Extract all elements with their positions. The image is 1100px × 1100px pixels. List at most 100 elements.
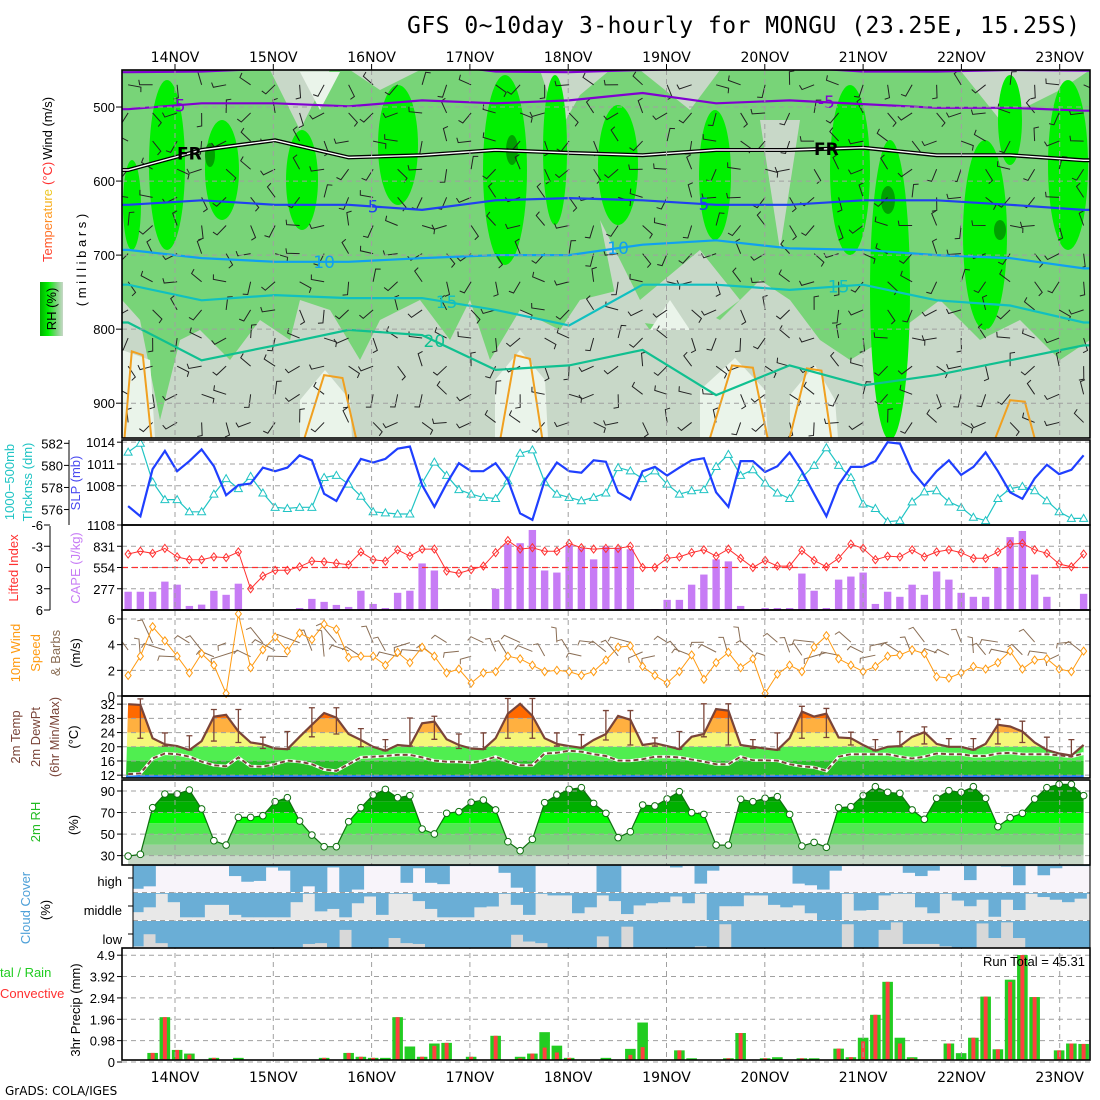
wind-barb bbox=[603, 79, 619, 86]
wind-barb bbox=[362, 225, 374, 238]
cloud-bar-low bbox=[804, 921, 818, 948]
wind-barb bbox=[637, 97, 644, 114]
cloud-bar-middle bbox=[351, 893, 365, 904]
wind-barb bbox=[631, 381, 643, 395]
precip-convective-bar bbox=[836, 1048, 841, 1060]
thickness-point bbox=[552, 489, 562, 498]
rh-point bbox=[969, 782, 978, 791]
wind-barb-10m bbox=[195, 650, 215, 658]
wind-barb bbox=[554, 223, 570, 229]
cloud-bar-middle bbox=[327, 893, 340, 909]
wind-barb bbox=[359, 245, 374, 255]
wind-speed-point bbox=[504, 651, 512, 662]
precip-convective-bar bbox=[971, 1037, 976, 1060]
lifted-index-point bbox=[884, 551, 892, 562]
cloud-bar-middle bbox=[204, 893, 218, 905]
wind-barb bbox=[715, 212, 725, 226]
wind-barb-10m bbox=[859, 654, 876, 664]
wind-barb bbox=[1048, 112, 1060, 126]
thickness-point bbox=[944, 496, 954, 506]
precip-convective-bar bbox=[738, 1033, 743, 1060]
cape-bar bbox=[859, 572, 867, 610]
wind-barb bbox=[263, 354, 276, 367]
wind-barb bbox=[613, 394, 619, 409]
lifted-index-point bbox=[161, 543, 169, 554]
wind-barb bbox=[642, 253, 652, 268]
cloud-bar-low bbox=[400, 921, 414, 944]
temperature-line bbox=[128, 702, 1085, 757]
lifted-index-point bbox=[296, 561, 304, 572]
rh-point bbox=[1006, 813, 1014, 822]
cloud-bar-middle bbox=[363, 893, 377, 897]
wind-speed-point bbox=[296, 628, 304, 638]
precip-convective-bar bbox=[983, 996, 988, 1060]
lifted-index-point bbox=[994, 547, 1002, 557]
wind-barb bbox=[397, 365, 406, 381]
lifted-index-point bbox=[455, 568, 463, 579]
wind-barb bbox=[828, 394, 840, 407]
wind-speed-point bbox=[614, 642, 622, 653]
thickness-point bbox=[784, 493, 795, 503]
rh-point bbox=[687, 808, 696, 817]
wind-barb bbox=[372, 268, 381, 282]
wind-barb bbox=[459, 281, 472, 294]
cloud-bar-low bbox=[498, 921, 512, 948]
cloud-bar-middle bbox=[915, 893, 928, 908]
precip-convective-bar bbox=[554, 1052, 559, 1060]
y-tick-label: 578 bbox=[41, 480, 63, 495]
cloud-bar-high bbox=[339, 865, 352, 892]
wind-barb bbox=[186, 363, 202, 370]
wind-speed-point bbox=[222, 688, 230, 699]
wind-barb bbox=[983, 366, 990, 382]
thickness-point bbox=[674, 489, 685, 498]
wind-speed-point bbox=[798, 666, 806, 677]
wind-barb bbox=[519, 112, 533, 123]
y-tick-label: 6 bbox=[108, 612, 115, 627]
panel-frame-xs bbox=[121, 69, 1091, 439]
wind-barb bbox=[591, 266, 597, 282]
wind-barb bbox=[900, 84, 913, 97]
cloud-bar-middle bbox=[964, 893, 977, 907]
wind-barb bbox=[421, 71, 431, 85]
wind-barb bbox=[898, 253, 913, 264]
wind-barb bbox=[629, 273, 643, 283]
rh-point bbox=[871, 782, 880, 791]
cape-bar bbox=[626, 549, 635, 610]
freezing-line bbox=[122, 139, 1090, 171]
wind-barb bbox=[757, 84, 766, 98]
wind-barb bbox=[606, 225, 619, 237]
wind-barb bbox=[981, 294, 988, 311]
axis-label-thickness-1: 1000−500mb bbox=[2, 444, 17, 520]
cloud-bar-low bbox=[670, 921, 683, 948]
lifted-index-point bbox=[639, 562, 647, 573]
wind-barb bbox=[752, 337, 766, 350]
wind-barb bbox=[407, 309, 423, 319]
wind-barb bbox=[176, 365, 190, 377]
precip-convective-bar bbox=[395, 1017, 400, 1060]
cape-bar bbox=[369, 603, 377, 610]
lifted-index-point bbox=[528, 542, 536, 553]
cloud-bar-low bbox=[768, 921, 781, 948]
cloud-bar-high bbox=[302, 865, 316, 887]
wind-barb bbox=[147, 338, 154, 353]
wind-barb bbox=[260, 306, 276, 313]
wind-barb bbox=[342, 281, 350, 296]
cloud-bar-middle bbox=[192, 893, 205, 918]
wind-barb bbox=[789, 225, 798, 241]
lifted-index-point bbox=[222, 552, 230, 563]
cloud-bar-high bbox=[902, 865, 916, 873]
wind-barb bbox=[701, 388, 717, 395]
wind-speed-point bbox=[357, 651, 365, 662]
wind-speed-point bbox=[443, 668, 451, 678]
cape-bar bbox=[197, 604, 206, 610]
wind-barb-10m bbox=[210, 649, 239, 665]
lifted-index-point bbox=[308, 556, 316, 566]
day-label-bottom: 15NOV bbox=[249, 1070, 298, 1086]
wind-barb bbox=[813, 253, 825, 267]
y-tick-label: 3.92 bbox=[90, 970, 115, 985]
cape-bar bbox=[724, 561, 733, 610]
lifted-index-point bbox=[1055, 559, 1063, 569]
thickness-point bbox=[490, 493, 501, 503]
wind-barb bbox=[848, 422, 864, 431]
precip-total-bar bbox=[380, 1057, 391, 1060]
